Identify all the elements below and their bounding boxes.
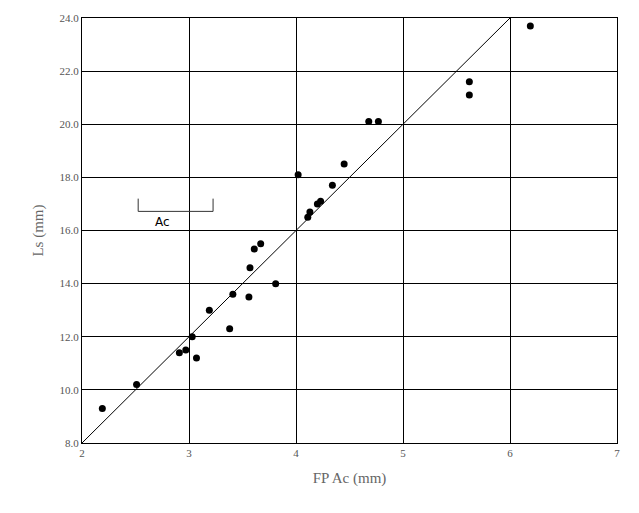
svg-text:6: 6 — [507, 447, 513, 459]
svg-text:10.0: 10.0 — [60, 384, 80, 396]
svg-text:12.0: 12.0 — [60, 331, 80, 343]
svg-text:16.0: 16.0 — [60, 224, 80, 236]
svg-text:14.0: 14.0 — [60, 277, 80, 289]
svg-text:18.0: 18.0 — [60, 171, 80, 183]
svg-text:20.0: 20.0 — [60, 118, 80, 130]
svg-text:3: 3 — [186, 447, 192, 459]
svg-text:8.0: 8.0 — [65, 437, 79, 449]
svg-text:22.0: 22.0 — [60, 65, 80, 77]
svg-text:Ls (mm): Ls (mm) — [30, 204, 47, 256]
svg-text:Ac: Ac — [155, 215, 170, 229]
svg-text:24.0: 24.0 — [60, 12, 80, 24]
svg-text:7: 7 — [614, 447, 620, 459]
svg-text:FP Ac (mm): FP Ac (mm) — [313, 470, 387, 487]
svg-text:4: 4 — [293, 447, 299, 459]
svg-text:2: 2 — [79, 447, 85, 459]
svg-text:5: 5 — [400, 447, 406, 459]
